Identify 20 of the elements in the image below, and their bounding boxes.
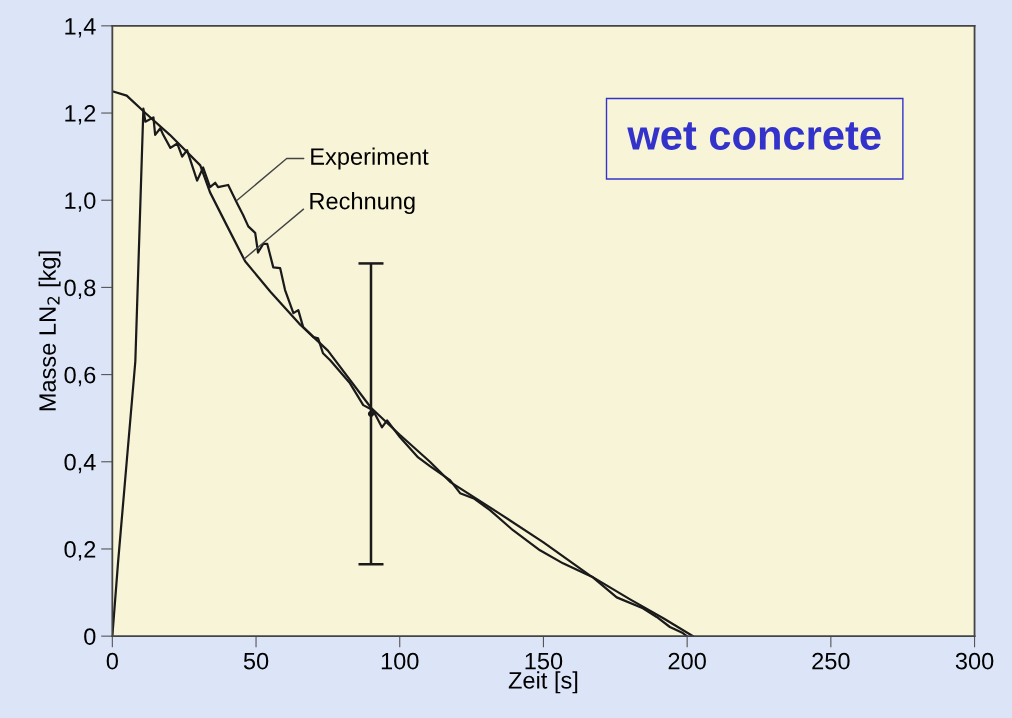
y-tick-label: 0,4	[64, 453, 96, 474]
annotation: Experiment	[311, 147, 429, 170]
x-tick-label: 100	[381, 652, 419, 670]
y-tick-label: 1,4	[65, 18, 96, 38]
y-tick-label: 1,0	[65, 192, 96, 212]
y-tick-label: 0	[84, 628, 96, 645]
y-axis-title: Masse LN$_{2}$ [kg]	[38, 251, 61, 411]
annotation: Rechnung	[310, 192, 415, 215]
y-tick-label: 0,2	[64, 541, 96, 561]
annotation: wet concrete	[627, 122, 881, 150]
y-tick-label: 0,8	[64, 279, 96, 299]
x-axis-title: Zeit [s]	[508, 671, 578, 694]
x-tick-label: 200	[668, 652, 706, 670]
x-tick-label: 0	[106, 652, 118, 670]
x-tick-label: 300	[955, 652, 994, 670]
x-tick-label: 250	[812, 652, 850, 670]
y-tick-label: 0,6	[64, 366, 96, 387]
x-tick-label: 50	[243, 652, 269, 670]
y-tick-label: 1,2	[65, 105, 96, 125]
x-tick-label: 150	[525, 652, 563, 670]
